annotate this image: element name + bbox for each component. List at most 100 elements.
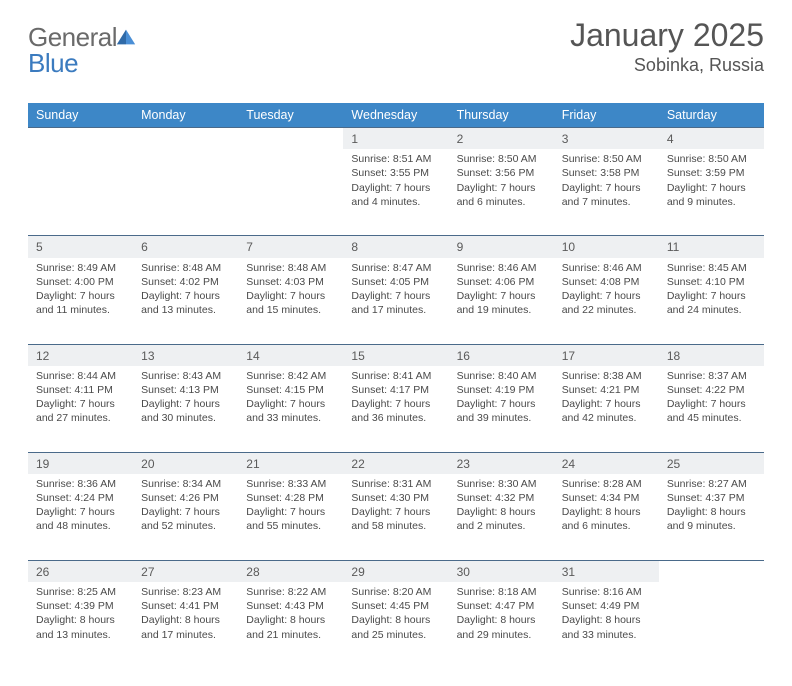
day-cell: Sunrise: 8:41 AMSunset: 4:17 PMDaylight:… <box>343 366 448 453</box>
daylight-line: Daylight: 8 hours and 29 minutes. <box>457 613 546 641</box>
day-cell: Sunrise: 8:43 AMSunset: 4:13 PMDaylight:… <box>133 366 238 453</box>
day-cell: Sunrise: 8:36 AMSunset: 4:24 PMDaylight:… <box>28 474 133 561</box>
sunrise-line: Sunrise: 8:22 AM <box>246 585 335 599</box>
day-cell: Sunrise: 8:25 AMSunset: 4:39 PMDaylight:… <box>28 582 133 668</box>
sunset-line: Sunset: 4:00 PM <box>36 275 125 289</box>
week-row: Sunrise: 8:44 AMSunset: 4:11 PM Daylight:… <box>28 366 764 453</box>
month-title: January 2025 <box>570 18 764 53</box>
day-cell: Sunrise: 8:20 AMSunset: 4:45 PMDaylight:… <box>343 582 448 668</box>
sunrise-line: Sunrise: 8:44 AM <box>36 369 125 383</box>
day-cell: Sunrise: 8:45 AMSunset: 4:10 PMDaylight:… <box>659 258 764 345</box>
day-cell-body: Sunrise: 8:38 AMSunset: 4:21 PMDaylight:… <box>554 366 659 432</box>
week-row: Sunrise: 8:36 AMSunset: 4:24 PMDaylight:… <box>28 474 764 561</box>
day-number-cell: 29 <box>343 560 448 582</box>
day-cell-body: Sunrise: 8:31 AMSunset: 4:30 PMDaylight:… <box>343 474 448 540</box>
sunset-line: Sunset: 4:37 PM <box>667 491 756 505</box>
sunset-line: Sunset: 4:26 PM <box>141 491 230 505</box>
sunrise-line: Sunrise: 8:38 AM <box>562 369 651 383</box>
daylight-line: Daylight: 7 hours and 39 minutes. <box>457 397 546 425</box>
day-cell: Sunrise: 8:47 AMSunset: 4:05 PMDaylight:… <box>343 258 448 345</box>
daynum-row: 567891011 <box>28 236 764 258</box>
dow-saturday: Saturday <box>659 103 764 128</box>
day-number-cell <box>133 128 238 150</box>
day-cell-body: Sunrise: 8:43 AMSunset: 4:13 PMDaylight:… <box>133 366 238 432</box>
day-cell-body: Sunrise: 8:50 AMSunset: 3:58 PMDaylight:… <box>554 149 659 215</box>
sunrise-line: Sunrise: 8:47 AM <box>351 261 440 275</box>
location-label: Sobinka, Russia <box>570 55 764 76</box>
sunrise-line: Sunrise: 8:16 AM <box>562 585 651 599</box>
dow-thursday: Thursday <box>449 103 554 128</box>
day-cell-body: Sunrise: 8:33 AMSunset: 4:28 PMDaylight:… <box>238 474 343 540</box>
day-number-cell: 11 <box>659 236 764 258</box>
day-number-cell: 17 <box>554 344 659 366</box>
day-cell-body: Sunrise: 8:41 AMSunset: 4:17 PMDaylight:… <box>343 366 448 432</box>
sunrise-line: Sunrise: 8:25 AM <box>36 585 125 599</box>
logo-text-blue: Blue <box>28 48 78 78</box>
sunset-line: Sunset: 4:43 PM <box>246 599 335 613</box>
day-cell: Sunrise: 8:44 AMSunset: 4:11 PMDaylight:… <box>28 366 133 453</box>
week-row: Sunrise: 8:51 AMSunset: 3:55 PMDaylight:… <box>28 149 764 236</box>
day-cell: Sunrise: 8:31 AMSunset: 4:30 PMDaylight:… <box>343 474 448 561</box>
daylight-line: Daylight: 7 hours and 22 minutes. <box>562 289 651 317</box>
logo-mark-icon <box>115 24 137 46</box>
day-number-cell: 13 <box>133 344 238 366</box>
daylight-line: Daylight: 7 hours and 24 minutes. <box>667 289 756 317</box>
daylight-line: Daylight: 7 hours and 6 minutes. <box>457 181 546 209</box>
day-number-cell <box>28 128 133 150</box>
day-cell: Sunrise: 8:33 AMSunset: 4:28 PMDaylight:… <box>238 474 343 561</box>
sunrise-line: Sunrise: 8:23 AM <box>141 585 230 599</box>
daylight-line: Daylight: 7 hours and 36 minutes. <box>351 397 440 425</box>
sunrise-line: Sunrise: 8:49 AM <box>36 261 125 275</box>
sunrise-line: Sunrise: 8:28 AM <box>562 477 651 491</box>
day-number-cell: 19 <box>28 452 133 474</box>
sunrise-line: Sunrise: 8:45 AM <box>667 261 756 275</box>
sunset-line: Sunset: 4:11 PM <box>36 383 125 397</box>
day-number-cell: 25 <box>659 452 764 474</box>
day-cell-body: Sunrise: 8:49 AMSunset: 4:00 PMDaylight:… <box>28 258 133 324</box>
day-number-cell: 20 <box>133 452 238 474</box>
day-cell <box>659 582 764 668</box>
daylight-line: Daylight: 8 hours and 6 minutes. <box>562 505 651 533</box>
day-number-cell: 16 <box>449 344 554 366</box>
day-of-week-row: Sunday Monday Tuesday Wednesday Thursday… <box>28 103 764 128</box>
day-cell-body: Sunrise: 8:27 AMSunset: 4:37 PMDaylight:… <box>659 474 764 540</box>
day-number-cell: 14 <box>238 344 343 366</box>
day-cell: Sunrise: 8:28 AMSunset: 4:34 PMDaylight:… <box>554 474 659 561</box>
day-cell-body: Sunrise: 8:30 AMSunset: 4:32 PMDaylight:… <box>449 474 554 540</box>
day-number-cell: 30 <box>449 560 554 582</box>
sunrise-line: Sunrise: 8:46 AM <box>457 261 546 275</box>
week-row: Sunrise: 8:25 AMSunset: 4:39 PMDaylight:… <box>28 582 764 668</box>
day-cell: Sunrise: 8:48 AMSunset: 4:02 PMDaylight:… <box>133 258 238 345</box>
calendar-body: 1234Sunrise: 8:51 AMSunset: 3:55 PMDayli… <box>28 128 764 668</box>
day-cell-body: Sunrise: 8:16 AMSunset: 4:49 PMDaylight:… <box>554 582 659 648</box>
sunrise-line: Sunrise: 8:18 AM <box>457 585 546 599</box>
day-cell-body: Sunrise: 8:42 AMSunset: 4:15 PMDaylight:… <box>238 366 343 432</box>
day-number-cell: 21 <box>238 452 343 474</box>
day-cell-body: Sunrise: 8:48 AMSunset: 4:03 PMDaylight:… <box>238 258 343 324</box>
day-cell-body: Sunrise: 8:50 AMSunset: 3:59 PMDaylight:… <box>659 149 764 215</box>
day-cell-body: Sunrise: 8:46 AMSunset: 4:08 PMDaylight:… <box>554 258 659 324</box>
sunset-line: Sunset: 4:28 PM <box>246 491 335 505</box>
sunset-line: Sunset: 3:56 PM <box>457 166 546 180</box>
day-cell: Sunrise: 8:16 AMSunset: 4:49 PMDaylight:… <box>554 582 659 668</box>
day-number-cell: 28 <box>238 560 343 582</box>
day-number-cell: 4 <box>659 128 764 150</box>
day-number-cell: 12 <box>28 344 133 366</box>
daylight-line: Daylight: 7 hours and 52 minutes. <box>141 505 230 533</box>
day-cell-body: Sunrise: 8:36 AMSunset: 4:24 PMDaylight:… <box>28 474 133 540</box>
day-cell-body: Sunrise: 8:25 AMSunset: 4:39 PMDaylight:… <box>28 582 133 648</box>
daynum-row: 1234 <box>28 128 764 150</box>
dow-friday: Friday <box>554 103 659 128</box>
sunset-line: Sunset: 4:21 PM <box>562 383 651 397</box>
day-cell: Sunrise: 8:49 AMSunset: 4:00 PMDaylight:… <box>28 258 133 345</box>
daylight-line: Daylight: 8 hours and 2 minutes. <box>457 505 546 533</box>
sunrise-line: Sunrise: 8:48 AM <box>246 261 335 275</box>
day-number-cell: 8 <box>343 236 448 258</box>
sunset-line: Sunset: 4:32 PM <box>457 491 546 505</box>
day-cell: Sunrise: 8:18 AMSunset: 4:47 PMDaylight:… <box>449 582 554 668</box>
day-cell: Sunrise: 8:50 AMSunset: 3:59 PMDaylight:… <box>659 149 764 236</box>
daynum-row: 262728293031 <box>28 560 764 582</box>
day-cell: Sunrise: 8:48 AMSunset: 4:03 PMDaylight:… <box>238 258 343 345</box>
day-cell-body: Sunrise: 8:40 AMSunset: 4:19 PMDaylight:… <box>449 366 554 432</box>
sunrise-line: Sunrise: 8:20 AM <box>351 585 440 599</box>
